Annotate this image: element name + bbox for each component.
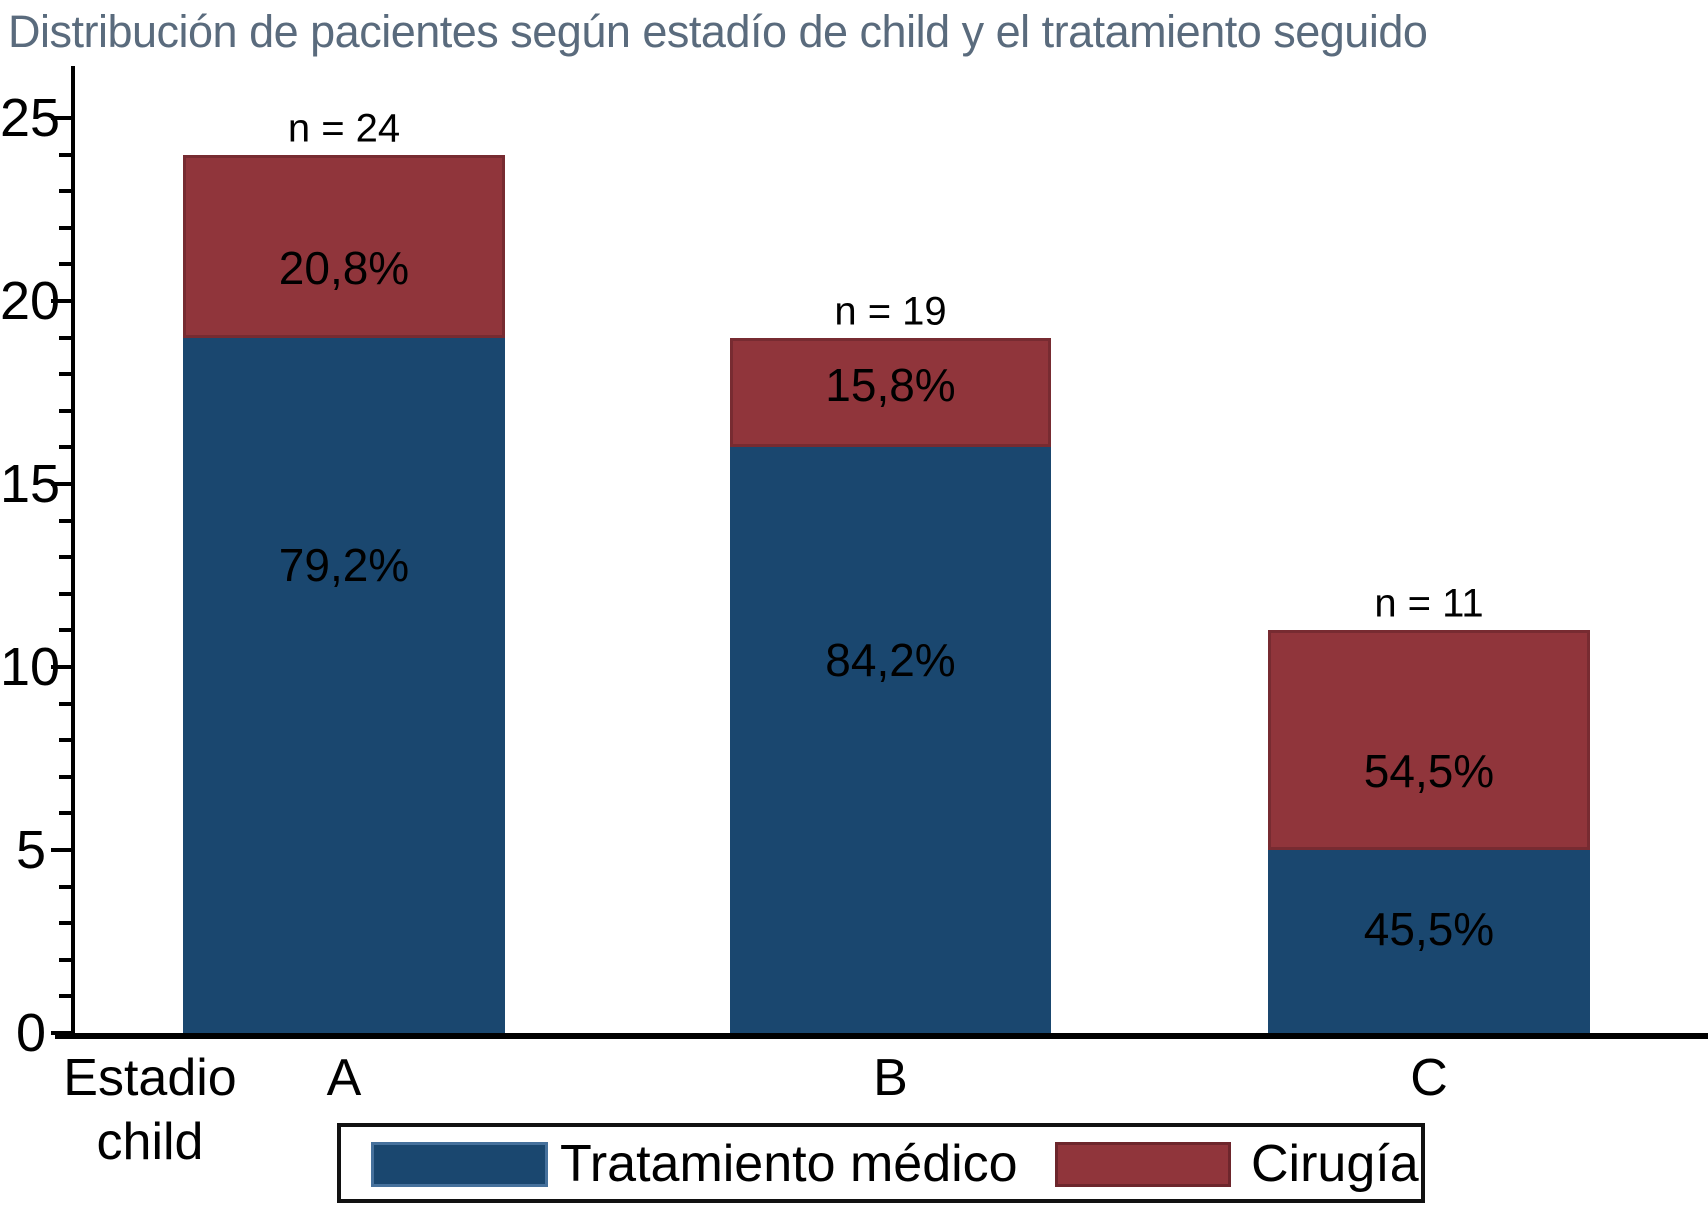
y-tick-label: 0 bbox=[15, 1003, 46, 1063]
y-minor-tick bbox=[59, 591, 73, 596]
y-minor-tick bbox=[59, 262, 73, 267]
x-axis-caption-line2: child bbox=[96, 1113, 204, 1171]
y-minor-tick bbox=[59, 701, 73, 706]
legend: Tratamiento médico Cirugía bbox=[337, 1123, 1425, 1203]
y-major-tick bbox=[51, 848, 73, 852]
legend-swatch-medico bbox=[371, 1142, 548, 1187]
n-label-B: n = 19 bbox=[834, 289, 947, 334]
category-label-A: A bbox=[326, 1049, 362, 1107]
y-minor-tick bbox=[59, 994, 73, 999]
bar-segment-cirugia-B bbox=[730, 337, 1051, 448]
chart-title: Distribución de pacientes según estadío … bbox=[8, 6, 1428, 57]
y-minor-tick bbox=[59, 774, 73, 779]
legend-swatch-cirugia bbox=[1055, 1142, 1231, 1187]
category-label-B: B bbox=[873, 1049, 908, 1107]
y-major-tick bbox=[51, 299, 73, 303]
percent-label-medico-A: 79,2% bbox=[278, 538, 410, 591]
y-minor-tick bbox=[59, 884, 73, 889]
y-tick-label: 25 bbox=[0, 88, 61, 148]
y-minor-tick bbox=[59, 225, 73, 230]
y-minor-tick bbox=[59, 811, 73, 816]
bar-segment-medico-A bbox=[183, 337, 505, 1033]
bar-segment-medico-B bbox=[730, 447, 1051, 1033]
y-major-tick bbox=[51, 1031, 73, 1035]
x-axis-line bbox=[55, 1033, 1708, 1039]
y-minor-tick bbox=[59, 738, 73, 743]
y-minor-tick bbox=[59, 921, 73, 926]
y-tick-label: 5 bbox=[15, 820, 46, 880]
percent-label-cirugia-B: 15,8% bbox=[825, 359, 956, 412]
y-minor-tick bbox=[59, 628, 73, 633]
y-minor-tick bbox=[59, 408, 73, 413]
y-minor-tick bbox=[59, 518, 73, 523]
percent-label-medico-B: 84,2% bbox=[825, 633, 956, 686]
y-axis-line bbox=[71, 66, 75, 1039]
bar-segment-cirugia-C bbox=[1268, 630, 1590, 850]
y-major-tick bbox=[51, 665, 73, 669]
x-axis-caption-line1: Estadio bbox=[63, 1049, 237, 1107]
legend-label-medico: Tratamiento médico bbox=[560, 1135, 1018, 1193]
y-minor-tick bbox=[59, 445, 73, 450]
y-tick-label: 10 bbox=[0, 637, 61, 697]
y-minor-tick bbox=[59, 335, 73, 340]
y-minor-tick bbox=[59, 555, 73, 560]
percent-label-cirugia-C: 54,5% bbox=[1363, 745, 1495, 798]
n-label-A: n = 24 bbox=[287, 106, 401, 151]
percent-label-cirugia-A: 20,8% bbox=[278, 242, 410, 295]
percent-label-medico-C: 45,5% bbox=[1363, 902, 1495, 955]
legend-label-cirugia: Cirugía bbox=[1251, 1135, 1419, 1193]
y-tick-label: 20 bbox=[0, 271, 61, 331]
bar-segment-medico-C bbox=[1268, 850, 1590, 1033]
y-minor-tick bbox=[59, 152, 73, 157]
n-label-C: n = 11 bbox=[1374, 581, 1484, 626]
bar-segment-cirugia-A bbox=[183, 154, 505, 338]
y-major-tick bbox=[51, 116, 73, 120]
y-tick-label: 15 bbox=[0, 454, 61, 514]
y-major-tick bbox=[51, 482, 73, 486]
y-minor-tick bbox=[59, 189, 73, 194]
y-minor-tick bbox=[59, 372, 73, 377]
category-label-C: C bbox=[1410, 1049, 1448, 1107]
y-minor-tick bbox=[59, 957, 73, 962]
